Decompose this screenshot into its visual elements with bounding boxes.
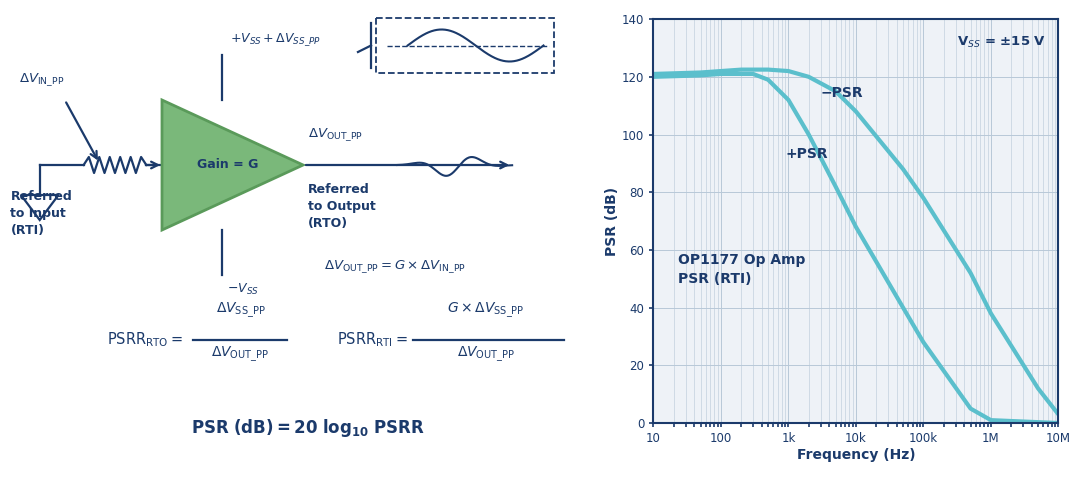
Text: $-V_{SS}$: $-V_{SS}$ — [227, 282, 259, 297]
Text: Referred
to Input
(RTI): Referred to Input (RTI) — [11, 190, 72, 237]
Text: $\Delta V_{\mathrm{OUT\_PP}}$: $\Delta V_{\mathrm{OUT\_PP}}$ — [457, 345, 515, 364]
Text: +PSR: +PSR — [785, 147, 828, 161]
Text: OP1177 Op Amp
PSR (RTI): OP1177 Op Amp PSR (RTI) — [678, 253, 805, 286]
Text: $+V_{SS} + \Delta V_{SS\_PP}$: $+V_{SS} + \Delta V_{SS\_PP}$ — [230, 31, 322, 48]
Text: Referred
to Output
(RTO): Referred to Output (RTO) — [308, 183, 376, 230]
Text: $\mathrm{PSRR_{RTO}} = $: $\mathrm{PSRR_{RTO}} = $ — [107, 331, 183, 349]
Y-axis label: PSR (dB): PSR (dB) — [605, 186, 619, 256]
Text: −PSR: −PSR — [821, 86, 863, 100]
Polygon shape — [21, 195, 58, 220]
Text: $\mathrm{PSRR_{RTI}} = $: $\mathrm{PSRR_{RTI}} = $ — [337, 331, 407, 349]
Text: $\Delta V_{\mathrm{OUT\_PP}}$: $\Delta V_{\mathrm{OUT\_PP}}$ — [212, 345, 269, 364]
Text: $\Delta V_{\mathrm{OUT\_PP}} = G \times \Delta V_{\mathrm{IN\_PP}}$: $\Delta V_{\mathrm{OUT\_PP}} = G \times … — [324, 258, 465, 275]
X-axis label: Frequency (Hz): Frequency (Hz) — [797, 448, 915, 462]
Text: $\mathbf{PSR\ (dB) = 20\ log_{10}\ PSRR}$: $\mathbf{PSR\ (dB) = 20\ log_{10}\ PSRR}… — [191, 417, 426, 439]
Text: Gain = G: Gain = G — [197, 159, 258, 172]
Polygon shape — [162, 100, 303, 230]
Bar — [376, 18, 554, 73]
Text: V$_{SS}$ = ±15 V: V$_{SS}$ = ±15 V — [957, 35, 1047, 50]
Text: $\Delta V_{\mathrm{IN\_PP}}$: $\Delta V_{\mathrm{IN\_PP}}$ — [18, 71, 64, 88]
Text: $G \times \Delta V_{\mathrm{SS\_PP}}$: $G \times \Delta V_{\mathrm{SS\_PP}}$ — [447, 301, 525, 320]
Text: $\Delta V_{\mathrm{SS\_PP}}$: $\Delta V_{\mathrm{SS\_PP}}$ — [216, 301, 266, 320]
Text: $\Delta V_{\mathrm{OUT\_PP}}$: $\Delta V_{\mathrm{OUT\_PP}}$ — [308, 126, 364, 143]
